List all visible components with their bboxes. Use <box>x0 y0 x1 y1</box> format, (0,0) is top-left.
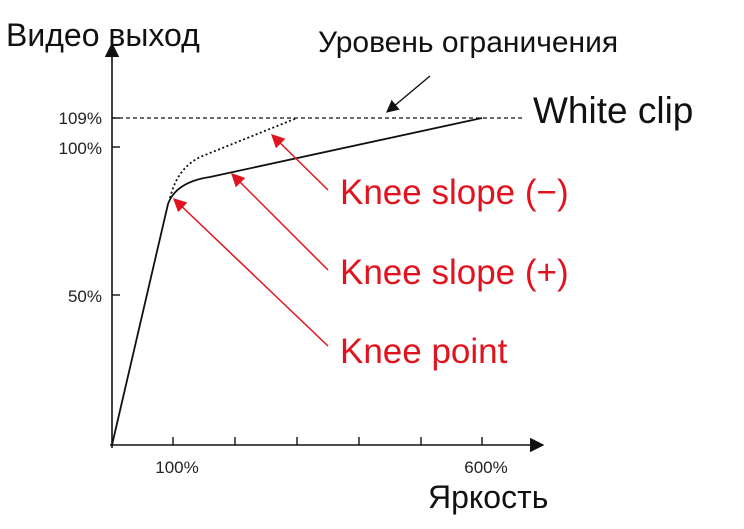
x-tick-label: 100% <box>155 458 198 477</box>
annotation-arrow <box>231 173 329 271</box>
white-clip-label: White clip <box>533 90 693 131</box>
annotation-arrow <box>173 198 329 347</box>
y-tick-label: 50% <box>68 287 102 306</box>
knee-curve <box>111 117 483 446</box>
knee-curve-steep <box>169 117 298 199</box>
x-tick-label: 600% <box>464 458 507 477</box>
y-tick-label: 109% <box>59 109 102 128</box>
annotation: Knee point <box>340 332 508 371</box>
limit-label: Уровень ограничения <box>318 26 618 59</box>
y-axis-label: Видео выход <box>6 17 200 53</box>
annotation: Knee slope (−) <box>340 173 569 212</box>
limit-arrow <box>386 75 431 113</box>
annotation: Knee slope (+) <box>340 253 569 292</box>
annotation-arrow <box>271 134 329 191</box>
x-axis-label: Яркость <box>428 479 548 515</box>
y-tick-label: 100% <box>59 139 102 158</box>
